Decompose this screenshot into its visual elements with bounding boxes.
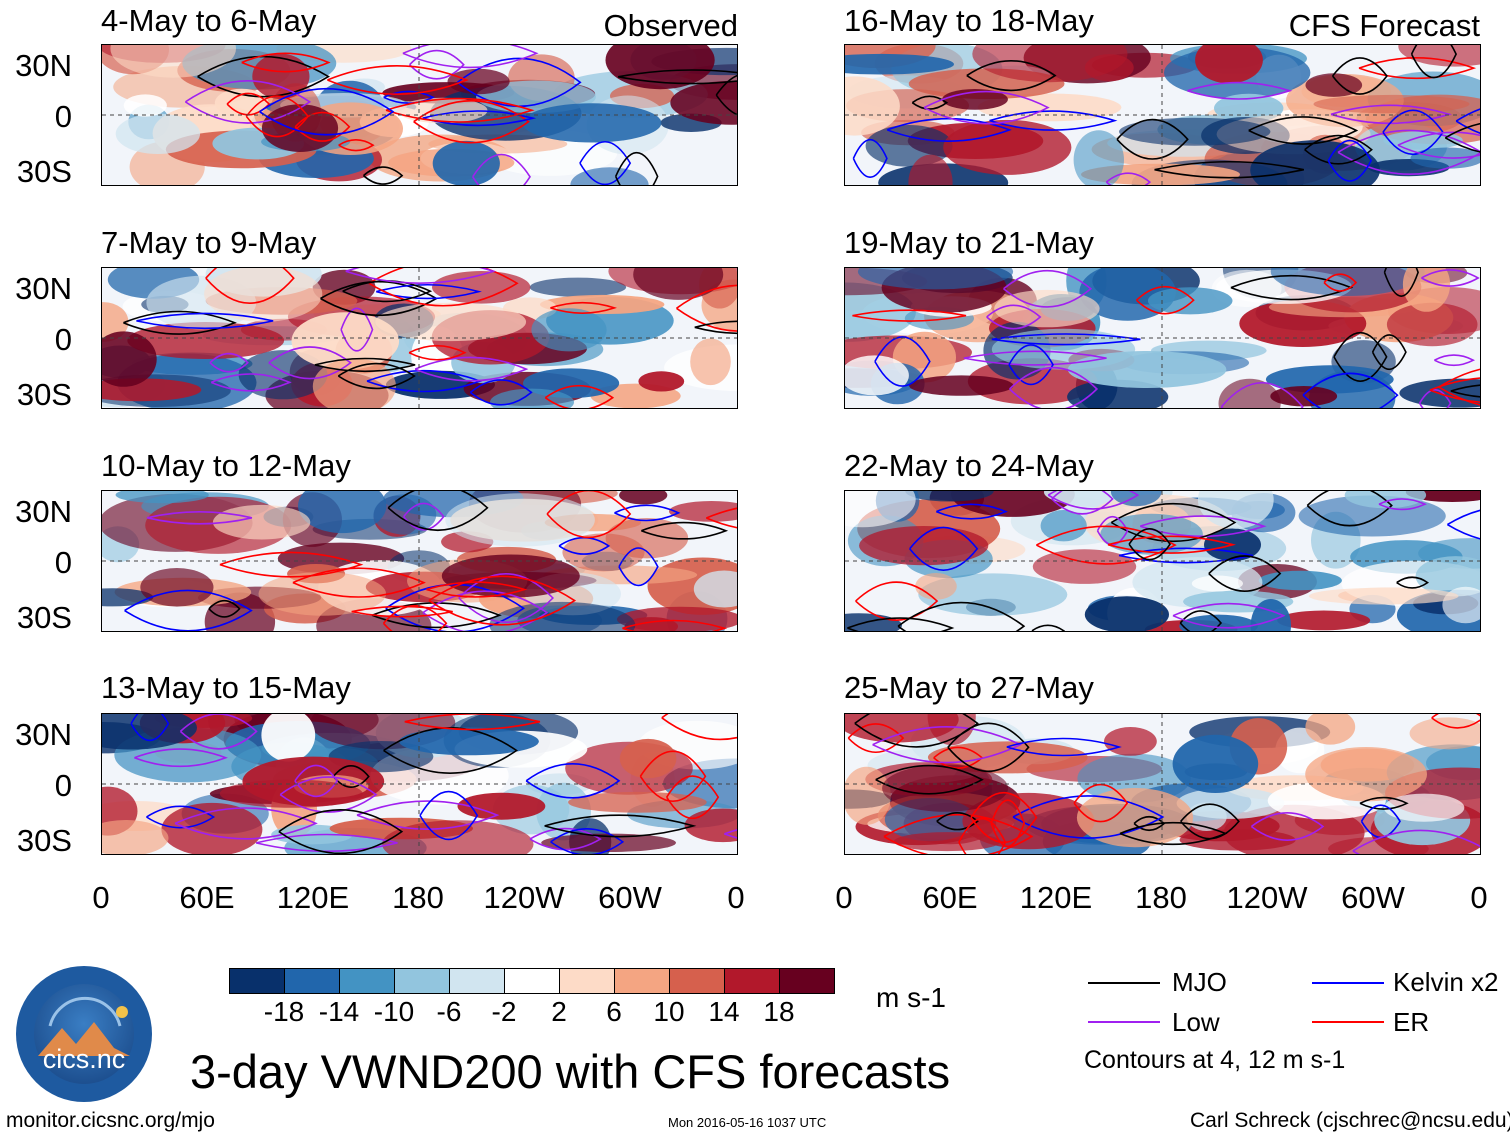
contour-note: Contours at 4, 12 m s-1 (1084, 1046, 1346, 1074)
y-label-30s: 30S (16, 154, 72, 189)
colorbar-tick: -10 (373, 996, 415, 1027)
legend-low-line (1088, 1021, 1160, 1023)
observed-label: Observed (603, 8, 738, 43)
x-label-obs: 120W (483, 880, 565, 915)
map-panel-fc-3 (844, 490, 1481, 632)
y-label-0: 0 (54, 99, 72, 134)
x-label-fc: 0 (1470, 880, 1488, 915)
legend-mjo-line (1088, 982, 1160, 984)
y-label-30n: 30N (15, 717, 72, 752)
colorbar-swatch (615, 969, 670, 993)
y-label-30s: 30S (16, 823, 72, 858)
colorbar-swatch (560, 969, 615, 993)
x-label-fc: 60E (922, 880, 978, 915)
x-label-obs: 180 (392, 880, 444, 915)
footer-author: Carl Schreck (cjschrec@ncsu.edu) (1190, 1109, 1510, 1132)
svg-text:cics.nc: cics.nc (43, 1044, 126, 1074)
legend-low-label: Low (1172, 1007, 1220, 1037)
map-panel-obs-4 (101, 713, 738, 855)
x-label-obs: 60E (179, 880, 235, 915)
wind-field (102, 491, 737, 631)
x-label-obs: 0 (727, 880, 745, 915)
legend-er-line (1312, 1021, 1384, 1023)
colorbar-swatch (780, 969, 834, 993)
colorbar-swatch (505, 969, 560, 993)
cics-logo: cics.nc (16, 966, 152, 1102)
wind-field (845, 491, 1480, 631)
map-panel-fc-1 (844, 44, 1481, 186)
colorbar-tick: -14 (318, 996, 360, 1027)
wind-field (845, 714, 1480, 854)
x-label-fc: 60W (1341, 880, 1405, 915)
figure-title: 3-day VWND200 with CFS forecasts (190, 1045, 951, 1098)
footer-url: monitor.cicsnc.org/mjo (6, 1109, 215, 1132)
map-panel-obs-3 (101, 490, 738, 632)
panel-title-fc-3: 22-May to 24-May (844, 448, 1094, 483)
colorbar-tick: 6 (606, 996, 622, 1027)
wind-field (845, 45, 1480, 185)
wind-field (845, 268, 1480, 408)
x-label-obs: 0 (92, 880, 110, 915)
y-label-30n: 30N (15, 494, 72, 529)
colorbar-swatch (670, 969, 725, 993)
colorbar-swatch (285, 969, 340, 993)
colorbar-tick: -18 (263, 996, 305, 1027)
wind-field (102, 45, 737, 185)
colorbar-swatch (395, 969, 450, 993)
map-panel-obs-2 (101, 267, 738, 409)
timestamp: Mon 2016-05-16 1037 UTC (668, 1115, 827, 1130)
x-label-obs: 60W (598, 880, 662, 915)
panel-title-obs-1: 4-May to 6-May (101, 3, 317, 38)
colorbar-swatch (725, 969, 780, 993)
x-label-fc: 120W (1226, 880, 1308, 915)
legend-mjo-label: MJO (1172, 967, 1227, 997)
legend-kelvin-line (1312, 982, 1384, 984)
panel-title-obs-4: 13-May to 15-May (101, 670, 351, 705)
legend-er-label: ER (1393, 1007, 1430, 1037)
map-panel-fc-2 (844, 267, 1481, 409)
colorbar-tick: 14 (708, 996, 740, 1027)
y-label-30n: 30N (15, 271, 72, 306)
panel-title-fc-2: 19-May to 21-May (844, 225, 1094, 260)
panel-title-fc-1: 16-May to 18-May (844, 3, 1094, 38)
map-panel-fc-4 (844, 713, 1481, 855)
colorbar-swatch (450, 969, 505, 993)
panel-title-fc-4: 25-May to 27-May (844, 670, 1094, 705)
y-label-30s: 30S (16, 377, 72, 412)
y-label-0: 0 (54, 768, 72, 803)
colorbar-tick: -2 (491, 996, 517, 1027)
colorbar-units: m s-1 (876, 982, 946, 1013)
colorbar-tick: 18 (763, 996, 795, 1027)
y-label-0: 0 (54, 545, 72, 580)
legend-kelvin-label: Kelvin x2 (1393, 967, 1499, 997)
colorbar-tick: 10 (653, 996, 685, 1027)
wind-field (102, 268, 737, 408)
colorbar-tick: 2 (551, 996, 567, 1027)
y-label-30n: 30N (15, 48, 72, 83)
x-label-obs: 120E (276, 880, 350, 915)
colorbar (229, 968, 835, 994)
x-label-fc: 120E (1019, 880, 1093, 915)
colorbar-tick: -6 (436, 996, 462, 1027)
panel-title-obs-3: 10-May to 12-May (101, 448, 351, 483)
x-label-fc: 180 (1135, 880, 1187, 915)
wind-field (102, 714, 737, 854)
map-panel-obs-1 (101, 44, 738, 186)
colorbar-swatch (340, 969, 395, 993)
colorbar-swatch (230, 969, 285, 993)
panel-title-obs-2: 7-May to 9-May (101, 225, 317, 260)
forecast-label: CFS Forecast (1288, 8, 1480, 43)
x-label-fc: 0 (835, 880, 853, 915)
y-label-30s: 30S (16, 600, 72, 635)
y-label-0: 0 (54, 322, 72, 357)
